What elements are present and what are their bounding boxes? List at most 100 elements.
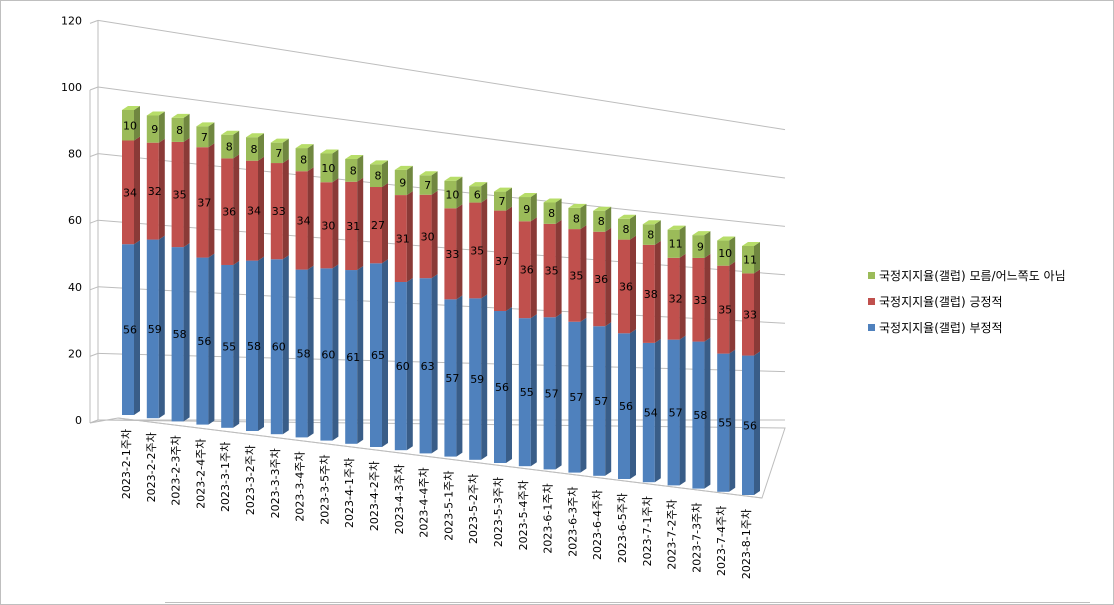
bar-segment-side (357, 154, 364, 182)
y-axis: 0 20 40 60 80 100 120 (61, 14, 82, 427)
x-tick-label: 2023-5-4주차 (517, 480, 530, 550)
x-tick-label: 2023-5-3주차 (492, 477, 505, 547)
bar-segment-top (295, 144, 314, 149)
bar-segment (494, 191, 506, 211)
y-tick-label: 100 (61, 81, 82, 94)
bar-segment (717, 353, 730, 492)
data-label: 60 (396, 360, 410, 373)
bar-segment-top (345, 154, 364, 159)
bar-segment-side (704, 337, 711, 489)
data-label: 59 (148, 323, 162, 336)
bar-segment-top (667, 225, 686, 230)
bar-segment (642, 224, 655, 245)
floor-front-edge (117, 417, 763, 499)
bar-segment (543, 317, 556, 470)
bar-segment-side (158, 235, 165, 419)
bar-segment-side (481, 182, 488, 203)
legend-item-unknown: 국정지지율(갤럽) 모름/어느쪽도 아님 (868, 262, 1066, 288)
bar-segment (122, 110, 134, 141)
bar-segment (593, 210, 606, 232)
bar-segment (742, 355, 754, 495)
data-label: 8 (647, 229, 654, 242)
bar-segment-top (419, 171, 438, 176)
bar-segment (221, 158, 234, 265)
data-label: 34 (247, 205, 261, 218)
bar-segment-top (593, 206, 612, 211)
data-label: 11 (669, 238, 683, 251)
bar-segment (494, 210, 506, 312)
x-tick-label: 2023-6-5주차 (616, 493, 629, 563)
bar-segment (667, 339, 680, 486)
y-tick-label: 60 (68, 214, 82, 227)
bar-segment (667, 257, 680, 340)
bar-segment-side (456, 295, 463, 457)
x-tick-label: 2023-7-1주차 (641, 496, 654, 566)
data-label: 54 (644, 407, 658, 420)
bar-segment-side (605, 322, 612, 476)
bar-segment (196, 147, 209, 258)
bar-segment-top (494, 187, 512, 192)
bar-segment-side (431, 190, 438, 279)
data-label: 37 (495, 255, 509, 268)
gridline-side-120 (89, 19, 99, 24)
bar-segment (518, 221, 531, 319)
bar-segment (742, 273, 754, 356)
bar-segment (419, 194, 432, 279)
legend-label-positive: 국정지지율(갤럽) 긍정적 (879, 294, 1003, 309)
bar-segment-top (270, 138, 289, 143)
data-label: 11 (743, 254, 757, 267)
data-label: 30 (321, 219, 335, 232)
bar-segment (270, 163, 283, 260)
bar-segment (295, 269, 308, 438)
bar-segment-side (406, 191, 413, 282)
bar-segment-side (679, 253, 686, 340)
data-label: 36 (222, 206, 236, 219)
bar-segment-side (431, 274, 438, 454)
gridline-side-20 (89, 352, 99, 357)
data-label: 33 (743, 308, 757, 321)
data-label: 57 (545, 387, 559, 400)
bar-segment-side (282, 255, 289, 435)
bar-segment-top (692, 231, 711, 236)
bar-segment-top (122, 106, 140, 110)
bar-segment (146, 142, 159, 240)
bar-segment (370, 164, 382, 188)
bar-segment-side (406, 165, 413, 196)
data-label: 35 (718, 304, 732, 317)
bar-segment (246, 160, 258, 261)
bar-segment-side (282, 159, 289, 260)
bar-segment (146, 115, 159, 143)
y-tick-label: 0 (75, 414, 82, 427)
data-label: 38 (644, 288, 658, 301)
bar-segment-top (518, 193, 537, 198)
data-label: 35 (470, 244, 484, 257)
x-tick-label: 2023-3-5주차 (318, 455, 331, 525)
bar-segment-side (530, 193, 537, 222)
data-label: 57 (445, 372, 459, 385)
bar-segment (370, 263, 382, 447)
bar-segment (742, 246, 754, 274)
data-label: 32 (148, 185, 162, 198)
bottom-edge (165, 602, 1090, 603)
data-label: 55 (718, 417, 732, 430)
bar-segment (171, 247, 184, 422)
bar-segment (270, 259, 283, 435)
data-label: 57 (594, 395, 608, 408)
gridline-side-40 (89, 286, 99, 291)
bar-segment (419, 278, 432, 454)
x-tick-label: 2023-7-3주차 (690, 503, 703, 573)
bar-segment (122, 140, 134, 245)
bar-segment (543, 202, 556, 224)
data-label: 32 (669, 293, 683, 306)
x-tick-label: 2023-4-1주차 (343, 458, 356, 528)
data-label: 58 (693, 409, 707, 422)
bar-segment-side (134, 106, 140, 141)
data-label: 36 (594, 273, 608, 286)
bar-segment-side (729, 261, 736, 354)
data-label: 10 (123, 119, 137, 132)
bar-segment-top (444, 176, 463, 181)
data-label: 8 (300, 154, 307, 167)
bar-segment (642, 342, 655, 483)
bar-segment-side (183, 113, 190, 142)
bar-segment-top (618, 214, 636, 219)
